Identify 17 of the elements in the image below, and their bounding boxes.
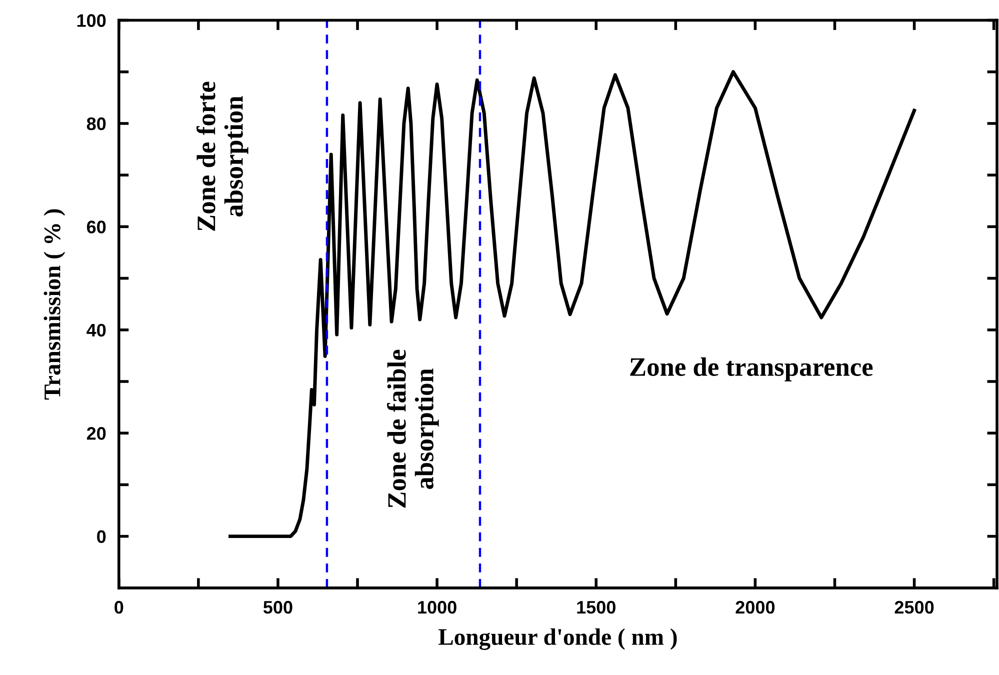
- x-tick-label: 0: [114, 600, 124, 614]
- annotation: Zone de forte absorption: [196, 82, 248, 231]
- y-tick-label: 20: [86, 427, 106, 440]
- x-tick-label: 2000: [736, 600, 775, 614]
- x-tick-label: 500: [263, 600, 292, 614]
- annotation: Zone de transparence: [630, 357, 873, 382]
- y-axis-title: Transmission ( % ): [44, 209, 66, 400]
- y-tick-label: 80: [86, 117, 106, 130]
- y-tick-label: 0: [97, 530, 106, 544]
- annotation: Zone de faible absorption: [387, 350, 439, 508]
- x-tick-label: 2500: [894, 600, 934, 614]
- x-axis-title: Longueur d'onde ( nm ): [438, 628, 677, 650]
- y-tick-label: 100: [77, 14, 106, 27]
- y-tick-label: 60: [86, 220, 106, 234]
- y-tick-label: 40: [86, 324, 106, 337]
- x-tick-label: 1500: [577, 600, 616, 614]
- x-tick-label: 1000: [418, 600, 456, 614]
